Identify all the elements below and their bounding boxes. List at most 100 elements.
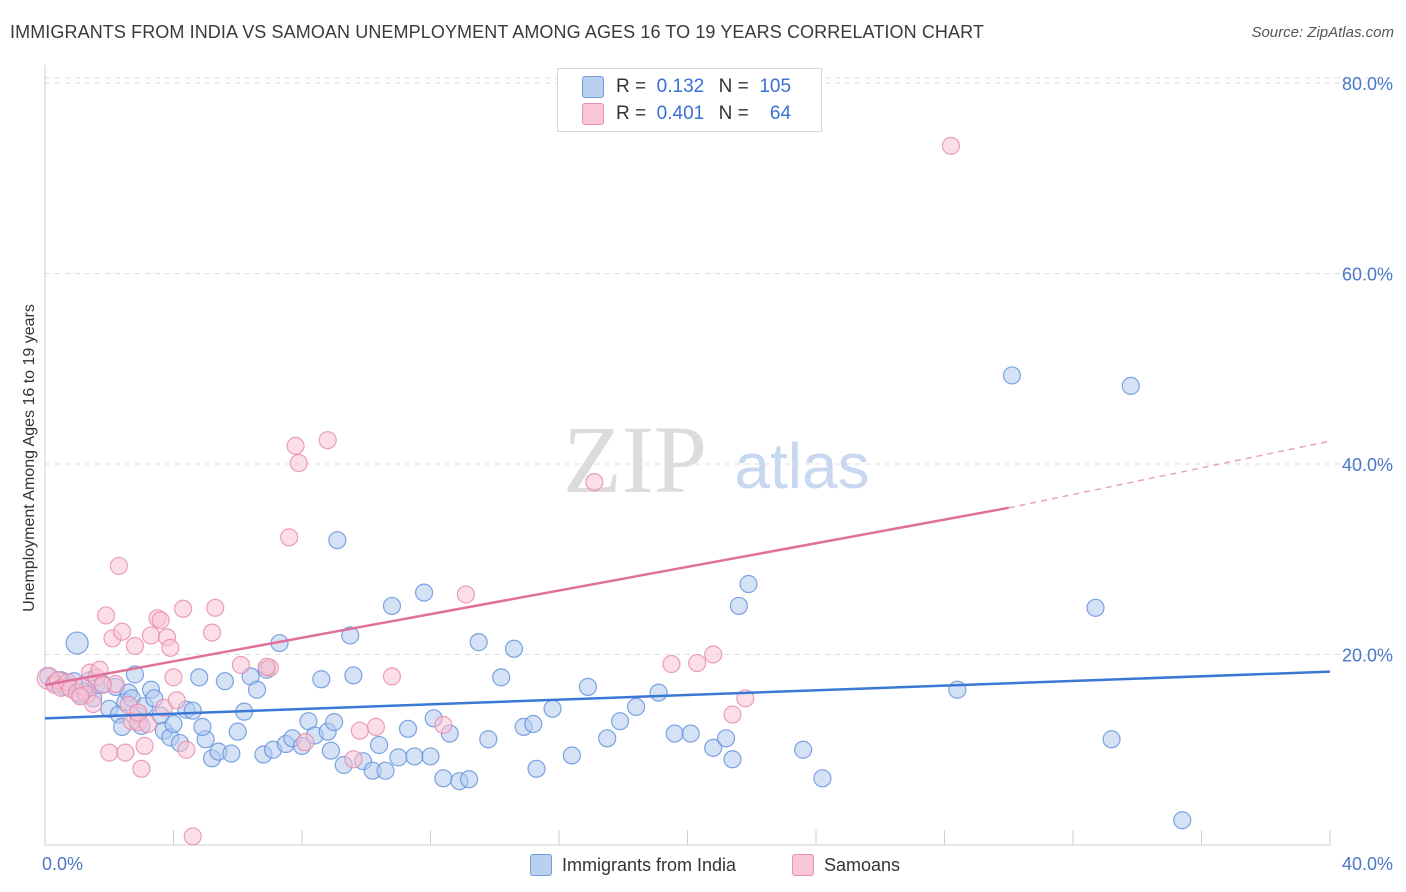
data-point: [206, 598, 225, 617]
data-point: [164, 668, 183, 687]
data-point: [177, 740, 196, 759]
data-point: [141, 626, 161, 645]
data-point: [543, 699, 562, 718]
bottom-swatch-india: [530, 854, 552, 876]
data-point: [704, 738, 723, 757]
data-point: [1002, 366, 1022, 385]
data-point: [434, 715, 453, 735]
data-point: [318, 431, 337, 450]
data-point: [228, 722, 247, 741]
data-point: [183, 701, 202, 720]
data-point: [941, 136, 961, 155]
data-point: [312, 670, 331, 689]
legend-row-india: R = 0.132 N = 105: [582, 74, 791, 100]
legend-swatch-india: [582, 76, 604, 98]
axes: [44, 65, 1331, 846]
legend-swatch-samoans: [582, 103, 604, 125]
data-point: [794, 740, 813, 759]
data-point: [325, 713, 344, 732]
data-point: [456, 585, 475, 604]
bottom-swatch-samoans: [792, 854, 814, 876]
legend-n-value: 64: [769, 103, 792, 124]
data-point: [366, 717, 385, 736]
bottom-legend-samoans[interactable]: Samoans: [792, 852, 900, 878]
data-point: [524, 714, 543, 734]
data-point: [231, 655, 251, 675]
bottom-legend-india[interactable]: Immigrants from India: [530, 852, 736, 878]
data-point: [382, 596, 402, 616]
data-point: [421, 747, 440, 766]
data-point: [161, 638, 180, 657]
bottom-legend-india-label: Immigrants from India: [562, 854, 737, 875]
data-point: [504, 639, 524, 658]
data-point: [350, 721, 369, 740]
data-point: [527, 759, 546, 778]
data-point: [578, 677, 598, 696]
data-point: [71, 687, 90, 706]
data-point: [665, 724, 684, 743]
data-point: [716, 729, 736, 748]
trend-lines: [44, 440, 1331, 720]
legend-row-samoans: R = 0.401 N = 64: [582, 101, 791, 127]
data-point: [434, 769, 453, 788]
data-point: [289, 453, 308, 473]
data-point: [193, 717, 212, 736]
legend-n-value: 105: [759, 76, 792, 97]
data-point: [389, 748, 408, 767]
data-point: [93, 675, 112, 695]
legend-r-value: 0.132: [656, 76, 705, 97]
data-point: [662, 654, 681, 674]
data-point: [286, 436, 305, 456]
bottom-legend-samoans-label: Samoans: [824, 854, 901, 875]
trend-line-samoans-extension: [1008, 440, 1331, 509]
y-tick-label: 80.0%: [1342, 74, 1393, 94]
data-point: [562, 746, 581, 765]
data-point: [280, 528, 299, 547]
data-point: [109, 556, 128, 576]
data-point: [598, 729, 617, 748]
data-point: [222, 744, 241, 763]
data-point: [610, 712, 630, 731]
data-point: [202, 623, 222, 642]
trend-line-india: [44, 670, 1331, 720]
data-point: [723, 705, 742, 724]
data-point: [813, 769, 832, 788]
data-point: [723, 750, 742, 769]
data-point: [376, 761, 395, 780]
data-point: [479, 730, 498, 749]
data-point: [688, 653, 707, 673]
legend-n-label: N =: [718, 76, 749, 97]
data-point: [382, 667, 402, 686]
data-point: [405, 747, 424, 766]
data-point: [1102, 730, 1121, 749]
data-point: [739, 574, 758, 594]
data-point: [1086, 598, 1105, 617]
legend-r-label: R =: [616, 103, 647, 124]
tick-labels: 0.0% 40.0% 20.0% 40.0% 60.0% 80.0%: [42, 74, 1393, 874]
data-point: [704, 645, 723, 664]
trend-line-samoans: [44, 506, 1009, 687]
data-point: [370, 735, 389, 755]
watermark-atlas: atlas: [734, 430, 869, 502]
data-point: [681, 724, 700, 743]
data-point: [414, 583, 434, 602]
data-point: [257, 657, 276, 676]
data-point: [247, 680, 267, 699]
data-point: [112, 622, 132, 641]
data-point: [626, 697, 646, 716]
data-point: [296, 733, 315, 752]
y-tick-label: 20.0%: [1342, 646, 1393, 666]
x-tick-label-min: 0.0%: [42, 854, 83, 874]
data-point: [65, 631, 89, 655]
chart-title: IMMIGRANTS FROM INDIA VS SAMOAN UNEMPLOY…: [10, 22, 984, 42]
data-point: [328, 531, 347, 550]
data-point: [190, 668, 209, 687]
data-point: [459, 770, 479, 789]
data-point: [135, 736, 154, 756]
data-point: [469, 633, 488, 652]
data-point: [321, 741, 341, 760]
data-point: [215, 672, 234, 691]
legend-r-value: 0.401: [656, 103, 705, 124]
data-point: [492, 668, 511, 687]
